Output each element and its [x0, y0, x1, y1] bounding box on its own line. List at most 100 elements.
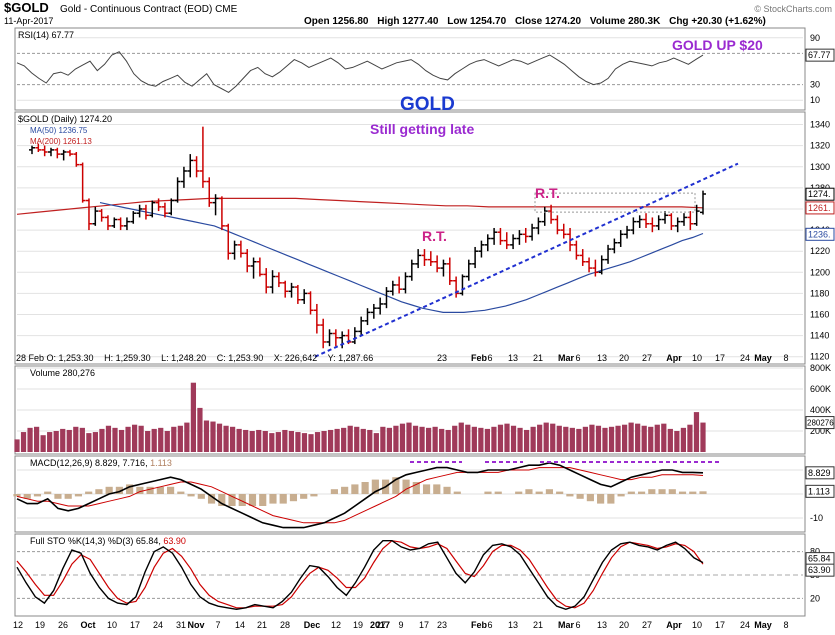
price-tick-label: 1320	[810, 141, 830, 151]
x-tick-label: 14	[235, 620, 245, 630]
volume-bar	[53, 431, 59, 452]
x-tick-label: 6	[487, 620, 492, 630]
volume-bar	[243, 429, 249, 452]
macd-histogram-bar	[74, 494, 83, 497]
volume-bar	[347, 425, 353, 452]
volume-bar	[654, 424, 660, 452]
volume-bar	[47, 432, 53, 452]
volume-bar	[543, 422, 549, 452]
volume-tick-label: 400K	[810, 405, 831, 415]
volume-bar	[367, 429, 373, 452]
macd-histogram-bar	[597, 494, 605, 504]
price-tick-label: 1140	[810, 331, 829, 341]
rsi-title: RSI(14) 67.77	[18, 30, 74, 40]
macd-histogram-bar	[166, 486, 175, 494]
volume-bar	[648, 426, 654, 452]
x-tick-label: 21	[257, 620, 267, 630]
volume-bar	[452, 425, 458, 452]
volume-bar	[458, 422, 464, 452]
price-x-tick-label: 10	[692, 353, 702, 363]
volume-bar	[576, 428, 582, 452]
volume-bar	[621, 424, 628, 452]
x-tick-label: Feb	[471, 620, 488, 630]
x-tick-label: 10	[107, 620, 117, 630]
volume-last-label: 280276	[807, 419, 834, 428]
macd-histogram-bar	[218, 494, 226, 506]
price-x-tick-label: 13	[597, 353, 607, 363]
volume-bar	[99, 428, 105, 452]
x-tick-label: 17	[715, 620, 725, 630]
price-tick-label: 1220	[810, 246, 830, 256]
x-tick-label: 19	[35, 620, 45, 630]
macd-histogram-bar	[115, 486, 123, 494]
volume-bar	[60, 428, 66, 452]
volume-bar	[615, 425, 621, 452]
last-price-box	[805, 187, 835, 201]
macd-histogram-bar	[136, 486, 144, 494]
x-tick-label: 24	[740, 620, 750, 630]
last-price-label: 1274.	[808, 189, 831, 199]
volume-bar	[314, 432, 321, 452]
macd-histogram-bar	[207, 494, 216, 504]
volume-bar	[288, 431, 295, 452]
macd-histogram-bar	[187, 494, 195, 497]
volume-bar	[203, 420, 210, 452]
x-tick-label: Dec	[304, 620, 321, 630]
macd-histogram-bar	[658, 489, 666, 494]
volume-bar	[595, 425, 602, 452]
macd-histogram-bar	[678, 491, 687, 494]
volume-bar	[589, 424, 595, 452]
price-x-tick-label: Apr	[666, 353, 682, 363]
macd-histogram-bar	[545, 489, 554, 494]
volume-bar	[105, 425, 112, 452]
volume-bar	[504, 423, 510, 452]
rsi-line	[16, 51, 704, 94]
macd-histogram-bar	[443, 486, 451, 494]
macd-histogram-bar	[95, 489, 103, 494]
volume-bar	[550, 423, 556, 452]
volume-bar	[145, 431, 151, 452]
volume-bar	[27, 427, 33, 452]
macd-histogram-bar	[13, 494, 21, 497]
macd-histogram-bar	[361, 482, 369, 494]
last-price-box	[805, 227, 835, 241]
volume-bar	[190, 382, 197, 452]
volume-bar	[412, 425, 419, 452]
sto-last-label: 63.90	[808, 565, 831, 575]
volume-bar	[321, 431, 327, 452]
x-tick-label: 13	[508, 620, 518, 630]
x-tick-label: 23	[437, 620, 447, 630]
macd-histogram-bar	[699, 491, 707, 494]
rsi-tick-label: 30	[810, 80, 820, 90]
price-x-tick-label: May	[754, 353, 772, 363]
sto-last-box	[805, 563, 835, 577]
macd-histogram-bar	[23, 494, 31, 499]
volume-bar	[380, 426, 386, 452]
volume-bar	[125, 426, 131, 452]
macd-histogram-bar	[689, 491, 697, 494]
x-tick-label: 27	[642, 620, 652, 630]
volume-bar	[341, 427, 347, 452]
price-tick-label: 1200	[810, 267, 830, 277]
macd-histogram-bar	[637, 491, 646, 494]
macd-histogram-bar	[607, 494, 615, 504]
macd-histogram-bar	[617, 494, 625, 497]
macd-histogram-bar	[402, 479, 410, 494]
annotation-rt-2: R.T.	[535, 185, 560, 201]
volume-bar	[14, 439, 20, 452]
volume-bar	[269, 433, 275, 452]
x-tick-label: 2017	[370, 620, 390, 630]
volume-bar	[262, 431, 268, 452]
ma200-legend: MA(200) 1261.13	[30, 137, 92, 146]
volume-bar	[360, 428, 366, 452]
volume-bar	[471, 426, 477, 452]
volume-bar	[563, 426, 569, 452]
macd-histogram-bar	[330, 489, 338, 494]
volume-bar	[537, 424, 543, 452]
x-tick-label: 28	[280, 620, 290, 630]
volume-bar	[478, 427, 484, 452]
x-tick-label: 9	[398, 620, 403, 630]
x-tick-label: 6	[575, 620, 580, 630]
macd-title: MACD(12,26,9) 8.829, 7.716, 1.113	[30, 458, 172, 468]
volume-bar	[86, 433, 92, 452]
